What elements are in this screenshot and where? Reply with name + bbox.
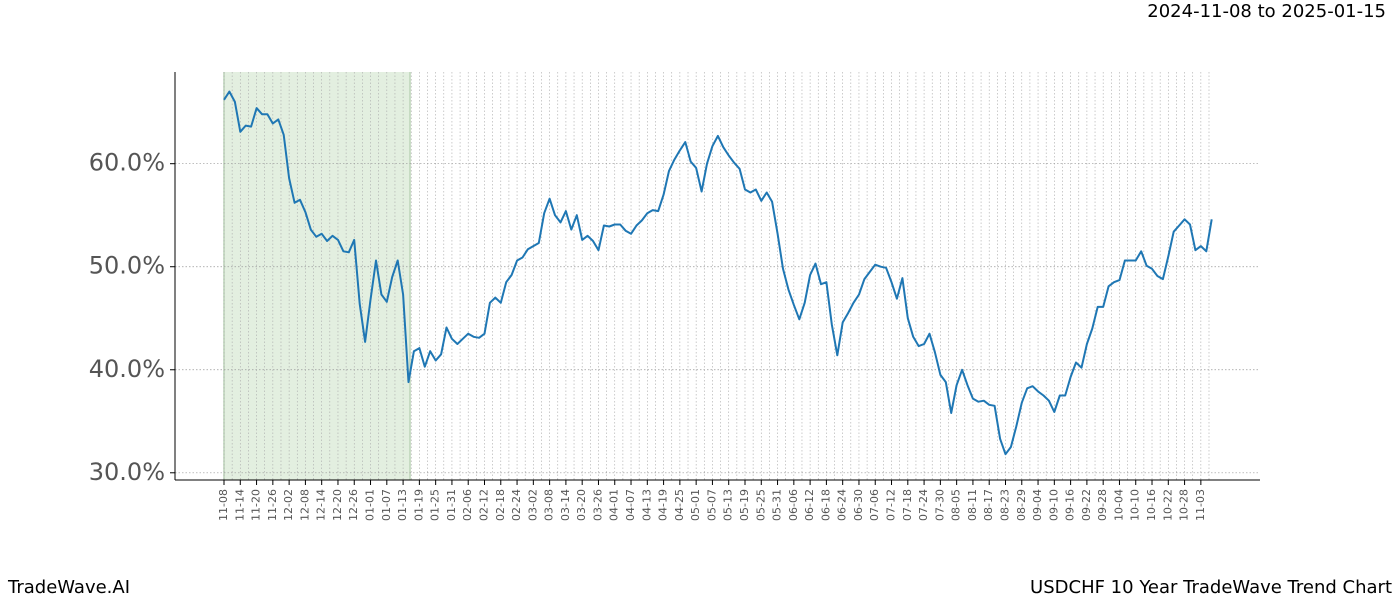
x-tick-label: 11-03: [1194, 489, 1207, 521]
x-tick-label: 02-06: [461, 489, 474, 521]
x-tick-label: 09-04: [1031, 489, 1044, 521]
x-tick-label: 03-26: [591, 489, 604, 521]
series-line: [223, 90, 1213, 456]
x-tick-label: 06-18: [819, 489, 832, 521]
x-tick-label: 07-06: [868, 489, 881, 521]
x-tick-label: 12-26: [347, 489, 360, 521]
x-tick-label: 09-22: [1080, 489, 1093, 521]
x-tick-label: 07-24: [917, 489, 930, 521]
x-tick-label: 08-11: [966, 489, 979, 521]
x-tick-label: 02-24: [510, 489, 523, 521]
x-tick-label: 01-07: [380, 489, 393, 521]
x-tick-label: 07-30: [933, 489, 946, 521]
x-tick-label: 01-01: [364, 489, 377, 521]
y-tick-label: 30.0%: [89, 458, 165, 486]
x-tick-label: 01-31: [445, 489, 458, 521]
x-tick-label: 07-18: [901, 489, 914, 521]
chart-title: USDCHF 10 Year TradeWave Trend Chart: [1030, 577, 1392, 598]
x-tick-label: 12-08: [298, 489, 311, 521]
x-tick-label: 08-23: [998, 489, 1011, 521]
x-tick-label: 12-02: [282, 489, 295, 521]
x-tick-label: 08-29: [1015, 489, 1028, 521]
x-tick-label: 08-17: [982, 489, 995, 521]
x-tick-label: 01-19: [412, 489, 425, 521]
y-tick-label: 60.0%: [89, 149, 165, 177]
x-tick-label: 06-06: [787, 489, 800, 521]
x-tick-label: 05-07: [705, 489, 718, 521]
x-tick-label: 10-28: [1178, 489, 1191, 521]
x-tick-label: 04-01: [608, 489, 621, 521]
x-tick-label: 04-25: [673, 489, 686, 521]
x-tick-label: 03-14: [559, 489, 572, 521]
x-tick-label: 10-16: [1145, 489, 1158, 521]
x-tick-label: 01-13: [396, 489, 409, 521]
x-tick-label: 05-01: [689, 489, 702, 521]
x-tick-label: 06-12: [803, 489, 816, 521]
x-tick-label: 11-14: [233, 489, 246, 521]
x-tick-label: 08-05: [950, 489, 963, 521]
x-tick-label: 07-12: [885, 489, 898, 521]
x-tick-label: 05-13: [722, 489, 735, 521]
x-tick-label: 09-10: [1047, 489, 1060, 521]
x-tick-label: 09-28: [1096, 489, 1109, 521]
x-tick-label: 03-20: [575, 489, 588, 521]
x-tick-label: 10-10: [1129, 489, 1142, 521]
x-tick-label: 01-25: [429, 489, 442, 521]
x-tick-label: 10-22: [1161, 489, 1174, 521]
x-tick-label: 03-02: [526, 489, 539, 521]
shaded-region: [224, 72, 411, 480]
x-tick-label: 12-14: [315, 489, 328, 521]
x-tick-label: 02-12: [477, 489, 490, 521]
x-tick-label: 03-08: [543, 489, 556, 521]
x-tick-label: 12-20: [331, 489, 344, 521]
x-tick-label: 11-20: [250, 489, 263, 521]
x-tick-label: 04-13: [640, 489, 653, 521]
x-tick-label: 06-24: [836, 489, 849, 521]
x-tick-label: 05-19: [738, 489, 751, 521]
x-tick-label: 11-08: [217, 489, 230, 521]
x-tick-label: 04-19: [657, 489, 670, 521]
x-tick-label: 05-25: [754, 489, 767, 521]
x-tick-label: 05-31: [771, 489, 784, 521]
x-tick-label: 10-04: [1112, 489, 1125, 521]
brand: TradeWave.AI: [7, 577, 130, 598]
x-tick-label: 02-18: [494, 489, 507, 521]
x-tick-label: 09-16: [1064, 489, 1077, 521]
date-range: 2024-11-08 to 2025-01-15: [1147, 1, 1386, 22]
x-tick-label: 11-26: [266, 489, 279, 521]
x-tick-label: 06-30: [852, 489, 865, 521]
x-tick-label: 04-07: [624, 489, 637, 521]
y-tick-label: 50.0%: [89, 252, 165, 280]
y-tick-label: 40.0%: [89, 355, 165, 383]
